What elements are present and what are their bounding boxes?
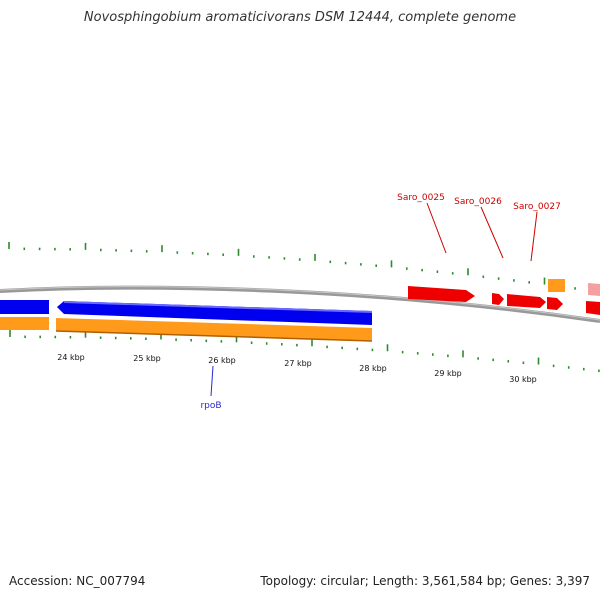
gene-label-saro-0026[interactable]: Saro_0026 <box>454 197 502 207</box>
map-title: Novosphingobium aromaticivorans DSM 1244… <box>83 10 517 25</box>
cds-forward-left <box>0 300 49 314</box>
gene-track-rpoB <box>56 318 372 341</box>
cds-forward-rpoB-highlight <box>63 301 373 313</box>
scale-label-29kbp: 29 kbp <box>434 369 462 378</box>
cds-right-edge <box>586 301 600 315</box>
cds-faded <box>588 283 600 296</box>
cds-saro-0025 <box>408 286 475 302</box>
saro-0025-leader-line <box>426 202 447 254</box>
gene-track-saro-0027 <box>548 279 565 292</box>
gene-track-rpoB-shadow <box>55 330 373 342</box>
genome-summary-text: Topology: circular; Length: 3,561,584 bp… <box>260 574 590 588</box>
gene-label-saro-0027[interactable]: Saro_0027 <box>513 202 561 212</box>
saro-0027-leader-line <box>530 211 538 262</box>
rpoB-leader-line <box>210 365 214 397</box>
inner-tick-track <box>9 330 600 373</box>
backbone-arc <box>0 285 600 323</box>
backbone-arc-highlight <box>0 286 600 321</box>
gene-track-left <box>0 317 49 330</box>
saro-0026-leader-line <box>480 206 504 259</box>
cds-saro-0027-a <box>507 294 546 308</box>
scale-label-26kbp: 26 kbp <box>208 356 236 365</box>
outer-tick-track <box>8 242 592 292</box>
scale-label-28kbp: 28 kbp <box>359 364 387 373</box>
scale-label-30kbp: 30 kbp <box>509 375 537 384</box>
scale-label-25kbp: 25 kbp <box>133 354 161 363</box>
cds-forward-rpoB <box>57 301 372 325</box>
cds-saro-0026 <box>492 293 504 305</box>
scale-labels: 24 kbp 25 kbp 26 kbp 27 kbp 28 kbp 29 kb… <box>57 353 537 384</box>
accession-text: Accession: NC_007794 <box>9 574 146 588</box>
scale-label-27kbp: 27 kbp <box>284 359 312 368</box>
gene-label-saro-0025[interactable]: Saro_0025 <box>397 193 445 203</box>
cds-saro-0027-b <box>547 297 563 310</box>
gene-label-rpoB[interactable]: rpoB <box>200 401 221 411</box>
scale-label-24kbp: 24 kbp <box>57 353 85 362</box>
